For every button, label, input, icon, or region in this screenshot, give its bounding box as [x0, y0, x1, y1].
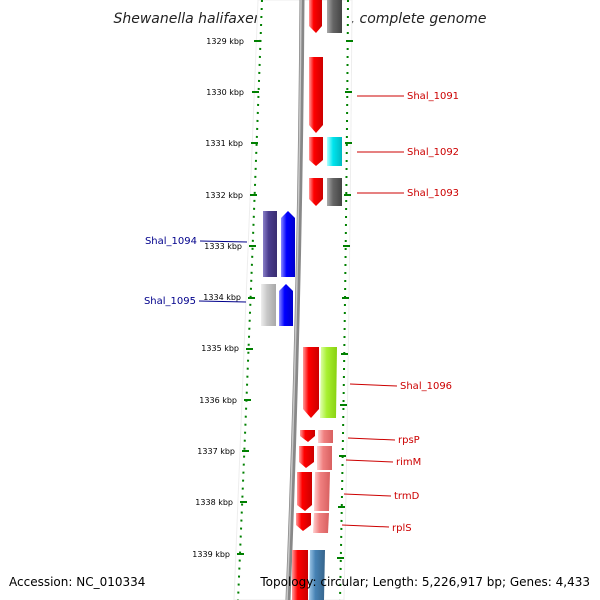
tick-1331: 1331 kbp	[205, 139, 258, 148]
label-shal-1095[interactable]: Shal_1095	[144, 296, 196, 307]
tick-label-1337: 1337 kbp	[197, 447, 235, 456]
gene-top-partial-red[interactable]	[309, 0, 322, 33]
tick-1334: 1334 kbp	[203, 293, 255, 302]
accession-text: Accession: NC_010334	[9, 575, 145, 589]
label-trmd[interactable]: trmD	[394, 491, 420, 502]
tick-1333: 1333 kbp	[204, 242, 256, 251]
gene-pink-trmd[interactable]	[314, 472, 330, 511]
gene-shal-1094-slate[interactable]	[263, 211, 277, 277]
gene-shal-1093[interactable]	[309, 178, 323, 206]
tick-label-1333: 1333 kbp	[204, 242, 242, 251]
label-rpsp[interactable]: rpsP	[398, 435, 420, 446]
tick-label-1331: 1331 kbp	[205, 139, 243, 148]
gene-rpls[interactable]	[296, 513, 311, 531]
gene-cyan[interactable]	[327, 137, 342, 166]
tick-1337: 1337 kbp	[197, 447, 249, 456]
label-shal-1093[interactable]: Shal_1093	[407, 188, 459, 199]
tick-label-1335: 1335 kbp	[201, 344, 239, 353]
left-genes	[261, 211, 295, 326]
tick-labels: 1329 kbp 1330 kbp 1331 kbp 1332 kbp 1333…	[192, 37, 261, 559]
tick-label-1329: 1329 kbp	[206, 37, 244, 46]
gene-labels: Shal_1091 Shal_1092 Shal_1093 Shal_1094 …	[144, 91, 459, 534]
gene-bottom-red[interactable]	[292, 550, 308, 600]
right-ticks	[337, 40, 353, 559]
gene-top-partial-gray[interactable]	[327, 0, 342, 33]
tick-1330: 1330 kbp	[206, 88, 259, 97]
label-connectors	[198, 95, 404, 528]
gene-rimm[interactable]	[299, 446, 314, 468]
tick-1339: 1339 kbp	[192, 550, 244, 559]
label-shal-1091[interactable]: Shal_1091	[407, 91, 459, 102]
gene-trmd[interactable]	[297, 472, 312, 511]
gene-dark-gray[interactable]	[327, 178, 342, 206]
tick-1335: 1335 kbp	[201, 344, 253, 353]
inner-genes	[292, 0, 323, 600]
tick-1332: 1332 kbp	[205, 191, 257, 200]
label-shal-1096[interactable]: Shal_1096	[400, 381, 452, 392]
tick-label-1330: 1330 kbp	[206, 88, 244, 97]
tick-label-1332: 1332 kbp	[205, 191, 243, 200]
tick-label-1334: 1334 kbp	[203, 293, 241, 302]
tick-label-1338: 1338 kbp	[195, 498, 233, 507]
tick-1329: 1329 kbp	[206, 37, 261, 46]
gene-pink-rimm[interactable]	[317, 446, 332, 470]
genome-backbone	[285, 0, 305, 600]
gene-steel-blue[interactable]	[309, 550, 325, 600]
backbone-highlight	[286, 0, 302, 600]
tick-1338: 1338 kbp	[195, 498, 247, 507]
gene-shal-1092[interactable]	[309, 137, 323, 166]
outer-genes	[309, 0, 342, 600]
tick-1336: 1336 kbp	[199, 396, 251, 405]
topology-text: Topology: circular; Length: 5,226,917 bp…	[259, 575, 590, 589]
gene-lime[interactable]	[320, 347, 337, 418]
gene-shal-1095-gray[interactable]	[261, 284, 276, 326]
gene-shal-1096[interactable]	[303, 347, 319, 418]
gene-rpsp[interactable]	[300, 430, 315, 442]
gene-shal-1091[interactable]	[309, 57, 323, 133]
gene-shal-1095[interactable]	[279, 284, 293, 326]
label-rimm[interactable]: rimM	[396, 457, 421, 468]
gene-pink-rpls[interactable]	[313, 513, 329, 533]
label-shal-1094[interactable]: Shal_1094	[145, 236, 197, 247]
label-shal-1092[interactable]: Shal_1092	[407, 147, 459, 158]
tick-label-1339: 1339 kbp	[192, 550, 230, 559]
gene-shal-1094[interactable]	[281, 211, 295, 277]
label-rpls[interactable]: rplS	[392, 523, 412, 534]
tick-label-1336: 1336 kbp	[199, 396, 237, 405]
gene-pink-rpsp[interactable]	[318, 430, 333, 443]
